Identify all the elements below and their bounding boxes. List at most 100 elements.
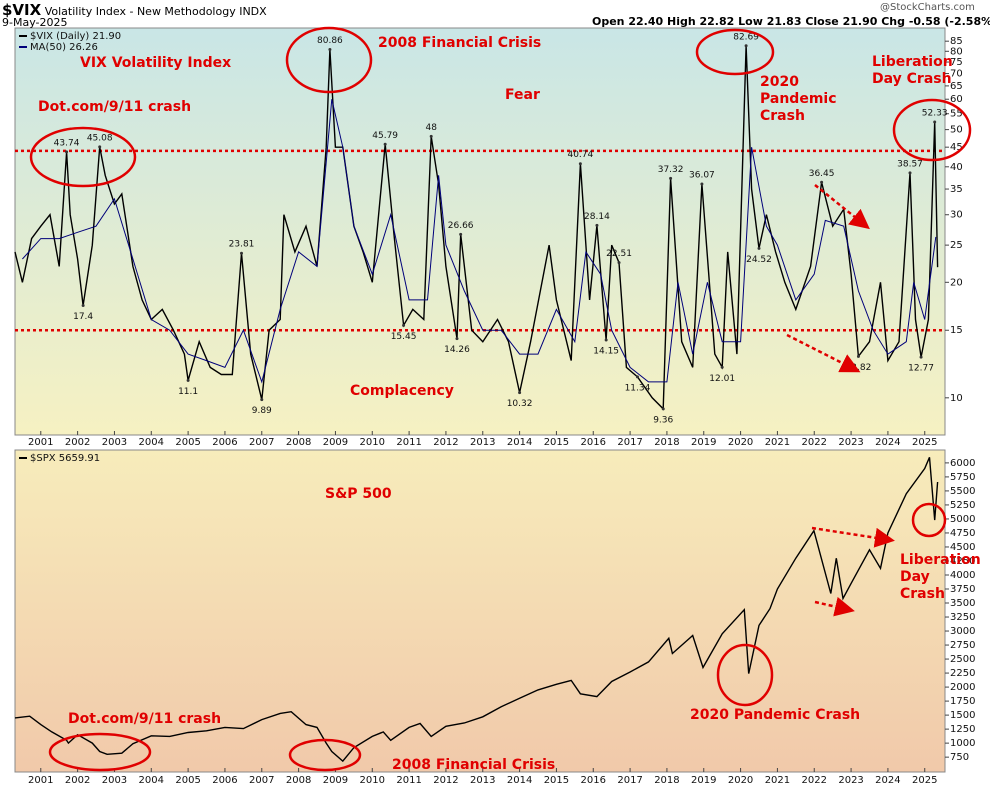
point-marker (820, 180, 824, 184)
y-tick-label: 85 (950, 36, 963, 47)
quote-item: High 22.82 (666, 15, 735, 28)
point-marker (459, 232, 463, 236)
point-label: 26.66 (448, 221, 474, 231)
x-tick-label: 2014 (507, 437, 532, 448)
x-tick-label: 2013 (470, 437, 495, 448)
circle (695, 28, 775, 76)
point-marker (518, 391, 522, 395)
x-tick-label: 2001 (28, 775, 53, 786)
x-tick-label: 2016 (581, 437, 606, 448)
x-tick-label: 2020 (728, 437, 753, 448)
x-tick-label: 2018 (654, 437, 679, 448)
y-tick-label: 10 (950, 393, 963, 404)
index-name: Volatility Index - New Methodology (44, 5, 236, 18)
point-label: 11.1 (178, 387, 198, 397)
y-tick-label: 5000 (950, 514, 975, 525)
point-label: 11.34 (625, 383, 651, 393)
x-tick-label: 2007 (249, 775, 274, 786)
x-tick-label: 2003 (102, 775, 127, 786)
quote-item: Low 21.83 (738, 15, 802, 28)
x-tick-label: 2009 (323, 437, 348, 448)
x-tick-label: 2024 (875, 775, 900, 786)
x-tick-label: 2017 (617, 775, 642, 786)
legend-label: MA(50) 26.26 (30, 42, 98, 53)
point-marker (604, 338, 608, 342)
point-label: 22.51 (606, 249, 632, 259)
circle (285, 26, 373, 94)
x-tick-label: 2015 (544, 775, 569, 786)
x-tick-label: 2022 (802, 775, 827, 786)
x-tick-label: 2014 (507, 775, 532, 786)
point-marker (744, 44, 748, 48)
y-tick-label: 45 (950, 142, 963, 153)
x-tick-label: 2021 (765, 775, 790, 786)
circle (288, 738, 362, 772)
x-tick-label: 2023 (838, 775, 863, 786)
x-tick-label: 2021 (765, 437, 790, 448)
series-line (22, 99, 937, 384)
point-marker (98, 145, 102, 149)
y-tick-label: 4500 (950, 542, 975, 553)
point-label: 9.36 (653, 415, 673, 425)
y-tick-label: 1250 (950, 724, 975, 735)
annotation: 2008 Financial Crisis (392, 757, 556, 773)
header: $VIX Volatility Index - New Methodology … (2, 1, 267, 19)
arrow (814, 596, 855, 617)
x-tick-label: 2006 (212, 775, 237, 786)
point-label: 36.45 (809, 169, 835, 179)
y-tick-label: 3750 (950, 584, 975, 595)
point-label: 14.15 (593, 346, 619, 356)
y-tick-label: 65 (950, 81, 963, 92)
x-tick-label: 2012 (433, 437, 458, 448)
point-label: 48 (425, 123, 437, 133)
point-marker (908, 171, 912, 175)
y-tick-label: 80 (950, 46, 963, 57)
exchange: INDX (239, 5, 267, 18)
point-marker (328, 48, 332, 52)
y-tick-label: 4250 (950, 556, 975, 567)
y-tick-label: 35 (950, 184, 963, 195)
circle (48, 732, 152, 772)
y-tick-label: 60 (950, 94, 963, 105)
annotation: VIX Volatility Index (80, 55, 232, 71)
y-tick-label: 750 (950, 752, 969, 763)
x-tick-label: 2005 (175, 437, 200, 448)
point-label: 45.79 (372, 131, 398, 141)
point-marker (455, 337, 459, 341)
point-label: 12.01 (709, 374, 735, 384)
y-tick-label: 25 (950, 240, 963, 251)
y-tick-label: 2250 (950, 668, 975, 679)
legend-label: $SPX 5659.91 (30, 453, 100, 464)
annotation: Liberation Day Crash (872, 54, 953, 87)
point-label: 38.57 (897, 159, 923, 169)
x-tick-label: 2020 (728, 775, 753, 786)
legend-label: $VIX (Daily) 21.90 (30, 31, 121, 42)
point-marker (578, 162, 582, 166)
point-marker (669, 176, 673, 180)
y-tick-label: 55 (950, 109, 963, 120)
point-marker (661, 407, 665, 411)
y-tick-label: 5250 (950, 500, 975, 511)
point-marker (65, 150, 69, 154)
point-label: 17.4 (73, 312, 93, 322)
point-label: 45.08 (87, 133, 113, 143)
y-tick-label: 2500 (950, 654, 975, 665)
point-label: 37.32 (658, 165, 684, 175)
annotation: 2008 Financial Crisis (378, 35, 542, 51)
x-tick-label: 2019 (691, 437, 716, 448)
point-marker (429, 134, 433, 138)
arrow (814, 184, 870, 230)
x-tick-label: 2009 (323, 775, 348, 786)
x-tick-label: 2024 (875, 437, 900, 448)
arrow (811, 526, 895, 548)
annotation: Complacency (350, 383, 454, 399)
y-tick-label: 75 (950, 57, 963, 68)
annotation: Dot.com/9/11 crash (68, 711, 222, 727)
point-label: 12.77 (908, 364, 934, 374)
x-tick-label: 2007 (249, 437, 274, 448)
point-marker (617, 261, 621, 265)
point-label: 80.86 (317, 36, 343, 46)
y-tick-label: 4000 (950, 570, 975, 581)
